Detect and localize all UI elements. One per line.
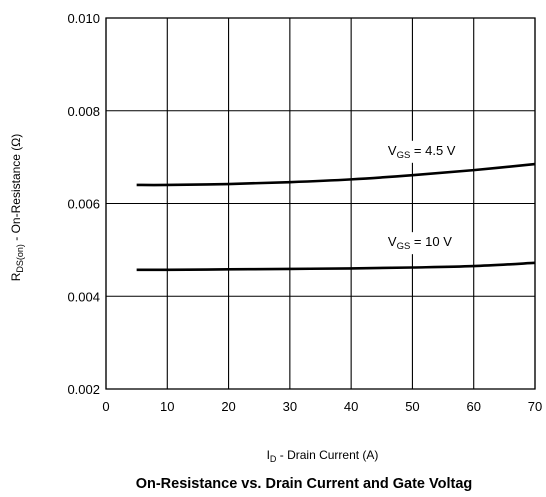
x-axis-label-main: I (267, 448, 270, 462)
series-line (136, 162, 536, 187)
y-tick-label: 0.006 (67, 197, 100, 212)
y-tick-labels: 0.002 0.004 0.006 0.008 0.010 (67, 11, 100, 397)
y-tick-label: 0.008 (67, 104, 100, 119)
x-tick-label: 60 (466, 399, 480, 414)
series-label-main: V (388, 234, 397, 249)
series-label-sub: GS (397, 241, 411, 252)
x-tick-label: 0 (102, 399, 109, 414)
series-label: VGS = 4.5 V (388, 143, 456, 161)
y-axis-label-rest: - On-Resistance (Ω) (9, 134, 23, 244)
y-axis-label: RDS(on) - On-Resistance (Ω) (9, 134, 25, 282)
series-label-bg (383, 140, 460, 163)
x-tick-labels: 0 10 20 30 40 50 60 70 (102, 399, 542, 414)
plot-frame (105, 17, 536, 390)
chart-title: On-Resistance vs. Drain Current and Gate… (136, 476, 473, 492)
y-axis-label-main: R (9, 272, 23, 281)
series-label-sub: GS (397, 150, 411, 161)
x-tick-label: 20 (221, 399, 235, 414)
series-label-rest: = 10 V (410, 234, 452, 249)
y-axis-label-sub: DS(on) (15, 244, 25, 273)
series-label: VGS = 10 V (388, 234, 452, 252)
series-label-rest: = 4.5 V (410, 143, 455, 158)
grid (105, 17, 536, 390)
x-tick-label: 40 (344, 399, 358, 414)
x-axis-label-rest: - Drain Current (A) (276, 448, 378, 462)
series-line (136, 261, 536, 272)
x-tick-label: 10 (160, 399, 174, 414)
x-axis-label: ID - Drain Current (A) (267, 448, 379, 464)
y-tick-label: 0.002 (67, 382, 100, 397)
x-tick-label: 70 (528, 399, 542, 414)
series-label-main: V (388, 143, 397, 158)
y-tick-label: 0.010 (67, 11, 100, 26)
series-label-bg (383, 232, 457, 255)
x-axis-label-sub: D (270, 454, 277, 464)
x-tick-label: 50 (405, 399, 419, 414)
y-tick-label: 0.004 (67, 289, 100, 304)
x-tick-label: 30 (283, 399, 297, 414)
